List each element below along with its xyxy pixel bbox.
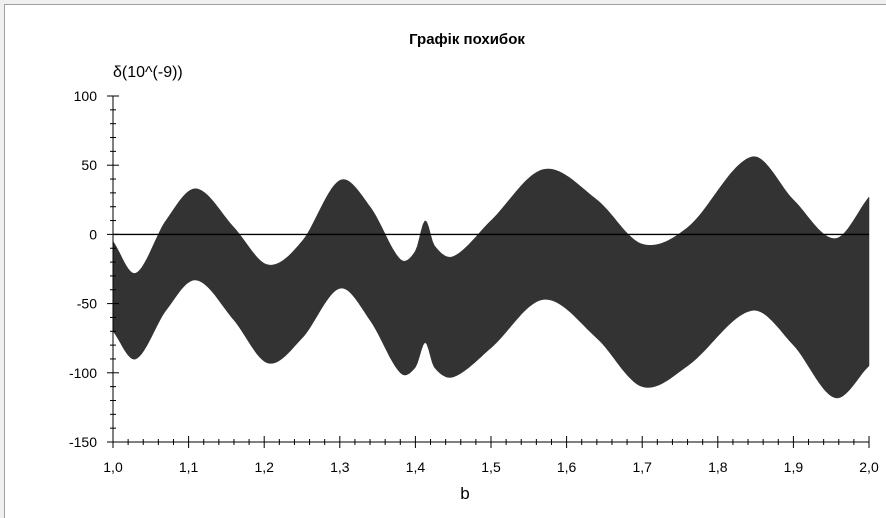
x-tick-label: 1,0 <box>103 459 123 475</box>
x-tick-label: 1,2 <box>254 459 274 475</box>
y-tick-label: 100 <box>74 88 98 104</box>
x-tick-label: 1,7 <box>632 459 652 475</box>
x-tick-label: 1,1 <box>179 459 199 475</box>
x-tick-label: 1,5 <box>481 459 501 475</box>
y-tick-label: -150 <box>69 434 97 450</box>
x-tick-label: 1,6 <box>557 459 577 475</box>
y-tick-label: 0 <box>89 226 97 242</box>
plot-area <box>112 156 870 399</box>
error-chart: Графік похибок δ(10^(-9)) b 100 50 0 -50 -10… <box>69 31 879 503</box>
chart-title: Графік похибок <box>409 31 525 48</box>
axes: 100 50 0 -50 -100 -150 1,0 1,1 1,2 1,3 1,4 1,5 1,6 1,… <box>69 88 879 475</box>
x-axis-label: b <box>460 484 469 503</box>
y-tick-label: -100 <box>69 365 97 381</box>
x-tick-label: 1,9 <box>784 459 804 475</box>
chart-panel: Графік похибок δ(10^(-9)) b 100 50 0 -50 -10… <box>4 4 886 518</box>
x-tick-label: 1,4 <box>406 459 426 475</box>
y-tick-label: 50 <box>81 157 97 173</box>
y-axis-label: δ(10^(-9)) <box>113 64 183 81</box>
x-tick-label: 1,3 <box>330 459 350 475</box>
y-tick-label: -50 <box>77 296 97 312</box>
x-tick-label: 2,0 <box>859 459 879 475</box>
error-band-series-0 <box>112 156 870 399</box>
x-tick-label: 1,8 <box>708 459 728 475</box>
